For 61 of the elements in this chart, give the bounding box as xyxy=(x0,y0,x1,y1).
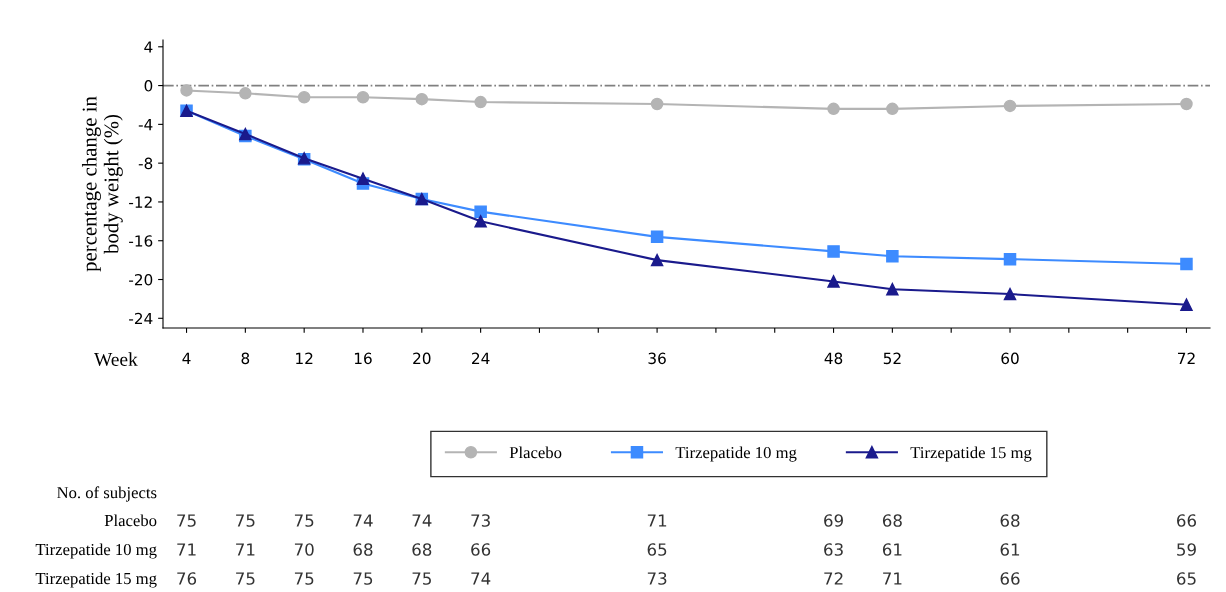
text: 75 xyxy=(294,514,314,527)
x-tick-label: 4 xyxy=(182,352,191,364)
text: No. of subjects xyxy=(57,486,157,502)
text: Tirzepatide 10 mg xyxy=(35,543,157,559)
x-tick-label: 20 xyxy=(413,352,431,365)
text: 75 xyxy=(412,572,431,585)
y-tick-label: -20 xyxy=(129,273,153,286)
x-tick-label: 12 xyxy=(296,352,313,364)
y-axis-title: percentage change in body weight (%) xyxy=(81,96,123,272)
text: 65 xyxy=(1177,572,1196,585)
text: 61 xyxy=(882,543,902,556)
x-tick-label: 52 xyxy=(883,352,901,365)
x-tick-label: 72 xyxy=(1178,352,1195,364)
y-tick-label: 0 xyxy=(144,80,153,92)
legend-label: Placebo xyxy=(509,446,562,459)
text: 68 xyxy=(353,543,373,556)
text: 68 xyxy=(882,514,902,527)
y-tick-label: -4 xyxy=(138,119,153,131)
x-tick-label: 24 xyxy=(472,352,490,364)
text: Placebo xyxy=(104,514,157,527)
text: 74 xyxy=(412,514,432,527)
y-tick-label: 4 xyxy=(144,41,153,53)
x-tick-label: 16 xyxy=(354,352,372,365)
text: 69 xyxy=(824,514,843,527)
text: 65 xyxy=(647,543,667,556)
text: 66 xyxy=(471,543,491,556)
text: 68 xyxy=(1000,514,1020,527)
x-tick-label: 60 xyxy=(1001,352,1019,365)
y-tick-label: -16 xyxy=(129,235,153,247)
text: 75 xyxy=(294,572,314,585)
text: 66 xyxy=(1177,514,1197,527)
y-tick-label: -12 xyxy=(129,196,152,208)
text: 73 xyxy=(647,572,667,585)
text: 59 xyxy=(1177,543,1196,556)
text: 61 xyxy=(1000,543,1020,556)
x-tick-label: 8 xyxy=(241,352,250,365)
text: 71 xyxy=(883,572,902,585)
text: 68 xyxy=(412,543,432,556)
text: 70 xyxy=(294,543,314,556)
x-tick-label: 48 xyxy=(824,352,843,365)
legend-label: Tirzepatide 15 mg xyxy=(910,446,1032,462)
text: 73 xyxy=(471,514,490,527)
text: Tirzepatide 15 mg xyxy=(35,572,157,588)
x-tick-label: 36 xyxy=(648,352,666,365)
text: 71 xyxy=(236,543,255,556)
text: 74 xyxy=(471,572,491,585)
text: 71 xyxy=(177,543,196,556)
x-axis-title: Week xyxy=(94,352,138,367)
y-tick-label: -8 xyxy=(138,157,153,170)
text: 75 xyxy=(353,572,373,585)
text: 75 xyxy=(236,514,255,527)
text: 75 xyxy=(177,514,196,527)
text: 71 xyxy=(647,514,667,527)
legend-label: Tirzepatide 10 mg xyxy=(675,446,797,462)
text: 75 xyxy=(236,572,255,585)
y-tick-label: -24 xyxy=(129,312,153,325)
text: 63 xyxy=(824,543,843,556)
text: 66 xyxy=(1000,572,1020,585)
text: 76 xyxy=(177,572,197,585)
text: 72 xyxy=(824,572,843,585)
text: 74 xyxy=(353,514,373,527)
